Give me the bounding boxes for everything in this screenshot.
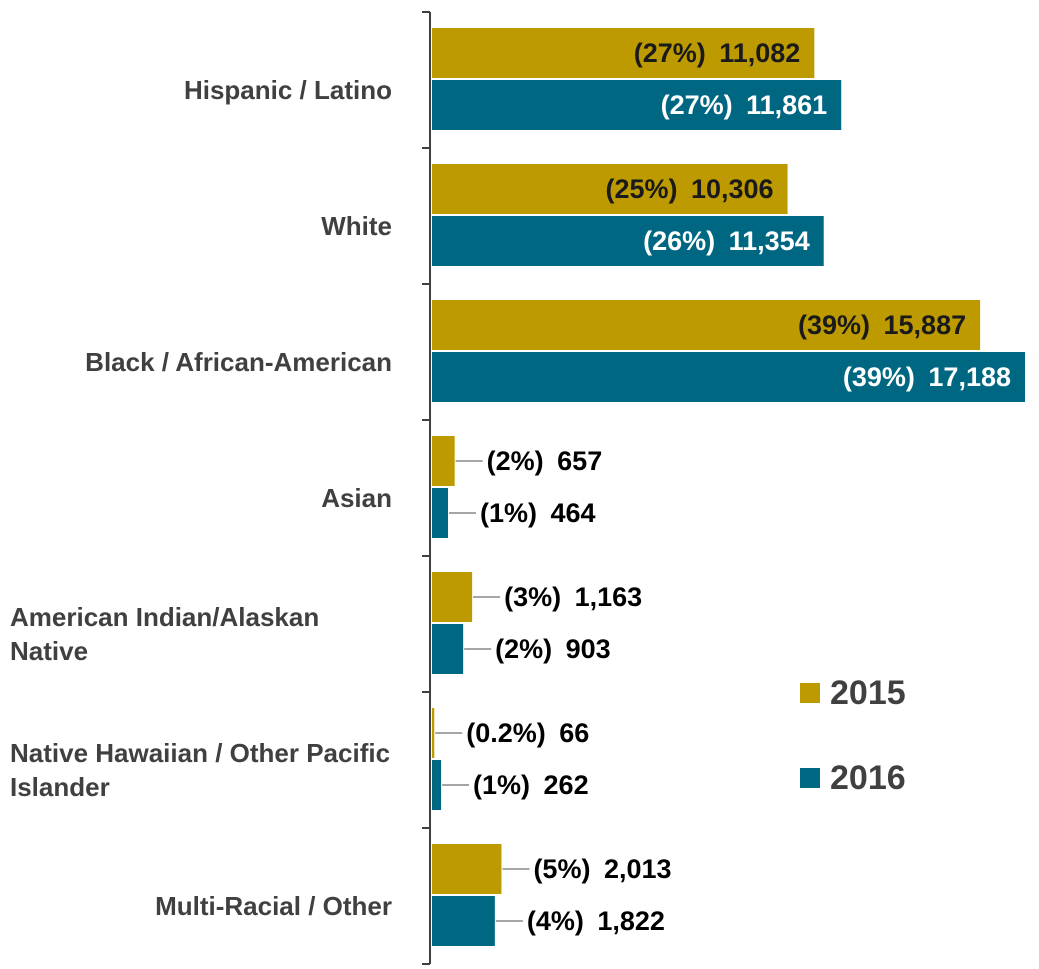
value-label: (39%) 17,188	[843, 362, 1011, 392]
category-label: Native Hawaiian / Other Pacific Islander	[10, 736, 392, 804]
bar	[432, 300, 981, 350]
value-label: (27%) 11,861	[661, 90, 828, 120]
bar	[432, 216, 824, 266]
value-label: (27%) 11,082	[634, 38, 801, 68]
value-label: (25%) 10,306	[605, 174, 773, 204]
category-text: Asian	[321, 483, 392, 513]
value-label: (1%) 262	[473, 770, 589, 800]
bar	[432, 896, 495, 946]
bar	[432, 760, 442, 810]
category-text: American Indian/Alaskan Native	[10, 602, 320, 666]
bar	[432, 488, 449, 538]
value-label: (4%) 1,822	[527, 906, 665, 936]
legend-label: 2016	[830, 759, 906, 797]
bar	[432, 164, 788, 214]
bar	[432, 844, 502, 894]
bar	[432, 28, 815, 78]
bar	[432, 708, 435, 758]
bar	[432, 624, 464, 674]
category-label: Multi-Racial / Other	[10, 889, 392, 923]
bar	[432, 352, 1025, 402]
bar	[432, 436, 455, 486]
value-label: (3%) 1,163	[504, 582, 642, 612]
legend-swatch	[800, 768, 820, 788]
category-label: Asian	[10, 481, 392, 515]
category-text: White	[321, 211, 392, 241]
value-label: (39%) 15,887	[798, 310, 966, 340]
bar	[432, 572, 473, 622]
category-label: Hispanic / Latino	[10, 73, 392, 107]
category-label: White	[10, 209, 392, 243]
category-text: Native Hawaiian / Other Pacific Islander	[10, 738, 391, 802]
category-text: Black / African-American	[85, 347, 392, 377]
bar	[432, 80, 842, 130]
value-label: (2%) 903	[495, 634, 611, 664]
value-label: (5%) 2,013	[533, 854, 671, 884]
legend-label: 2015	[830, 674, 906, 712]
category-label: American Indian/Alaskan Native	[10, 600, 392, 668]
value-label: (2%) 657	[487, 446, 603, 476]
category-text: Multi-Racial / Other	[155, 891, 392, 921]
legend-swatch	[800, 683, 820, 703]
value-label: (1%) 464	[480, 498, 596, 528]
value-label: (0.2%) 66	[466, 718, 589, 748]
value-label: (26%) 11,354	[643, 226, 810, 256]
category-label: Black / African-American	[10, 345, 392, 379]
category-text: Hispanic / Latino	[183, 75, 392, 105]
